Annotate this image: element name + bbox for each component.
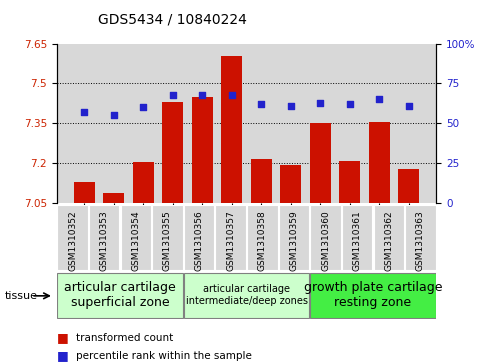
Point [257,101,265,107]
Text: GSM1310356: GSM1310356 [195,210,204,271]
Bar [121,205,151,270]
Point [375,97,383,102]
Bar [74,182,95,203]
Point [169,92,176,98]
Bar [192,97,212,203]
Point [228,92,236,98]
Bar [310,123,331,203]
Bar [57,273,182,318]
Text: GSM1310357: GSM1310357 [226,210,235,271]
Text: GSM1310362: GSM1310362 [385,210,393,271]
Bar [104,193,124,203]
Bar [369,122,389,203]
Bar [405,205,436,270]
Bar [342,205,372,270]
Bar [374,205,404,270]
Text: articular cartilage
superficial zone: articular cartilage superficial zone [64,281,176,309]
Point [80,109,88,115]
Point [110,113,118,118]
Text: GSM1310354: GSM1310354 [131,210,141,271]
Text: GSM1310359: GSM1310359 [289,210,298,271]
Bar [184,273,309,318]
Text: GSM1310358: GSM1310358 [258,210,267,271]
Bar [215,205,246,270]
Bar [247,205,278,270]
Bar [311,205,341,270]
Text: GSM1310355: GSM1310355 [163,210,172,271]
Text: ■: ■ [57,349,69,362]
Text: GDS5434 / 10840224: GDS5434 / 10840224 [98,13,247,27]
Text: GSM1310361: GSM1310361 [352,210,362,271]
Text: tissue: tissue [5,291,38,301]
Point [198,92,206,98]
Bar [57,205,88,270]
Bar [279,205,309,270]
Bar [339,161,360,203]
Bar [311,273,436,318]
Text: transformed count: transformed count [76,333,174,343]
Point [405,103,413,109]
Bar [89,205,119,270]
Text: percentile rank within the sample: percentile rank within the sample [76,351,252,361]
Point [287,103,295,109]
Point [346,101,353,107]
Bar [184,205,214,270]
Text: GSM1310352: GSM1310352 [68,210,77,271]
Text: GSM1310363: GSM1310363 [416,210,425,271]
Text: ■: ■ [57,331,69,344]
Bar [251,159,272,203]
Point [140,105,147,110]
Text: GSM1310353: GSM1310353 [100,210,108,271]
Bar [398,169,419,203]
Bar [162,102,183,203]
Text: GSM1310360: GSM1310360 [321,210,330,271]
Bar [281,165,301,203]
Bar [133,162,154,203]
Bar [152,205,182,270]
Bar [221,56,242,203]
Text: articular cartilage
intermediate/deep zones: articular cartilage intermediate/deep zo… [185,284,308,306]
Text: growth plate cartilage
resting zone: growth plate cartilage resting zone [304,281,442,309]
Point [317,100,324,106]
